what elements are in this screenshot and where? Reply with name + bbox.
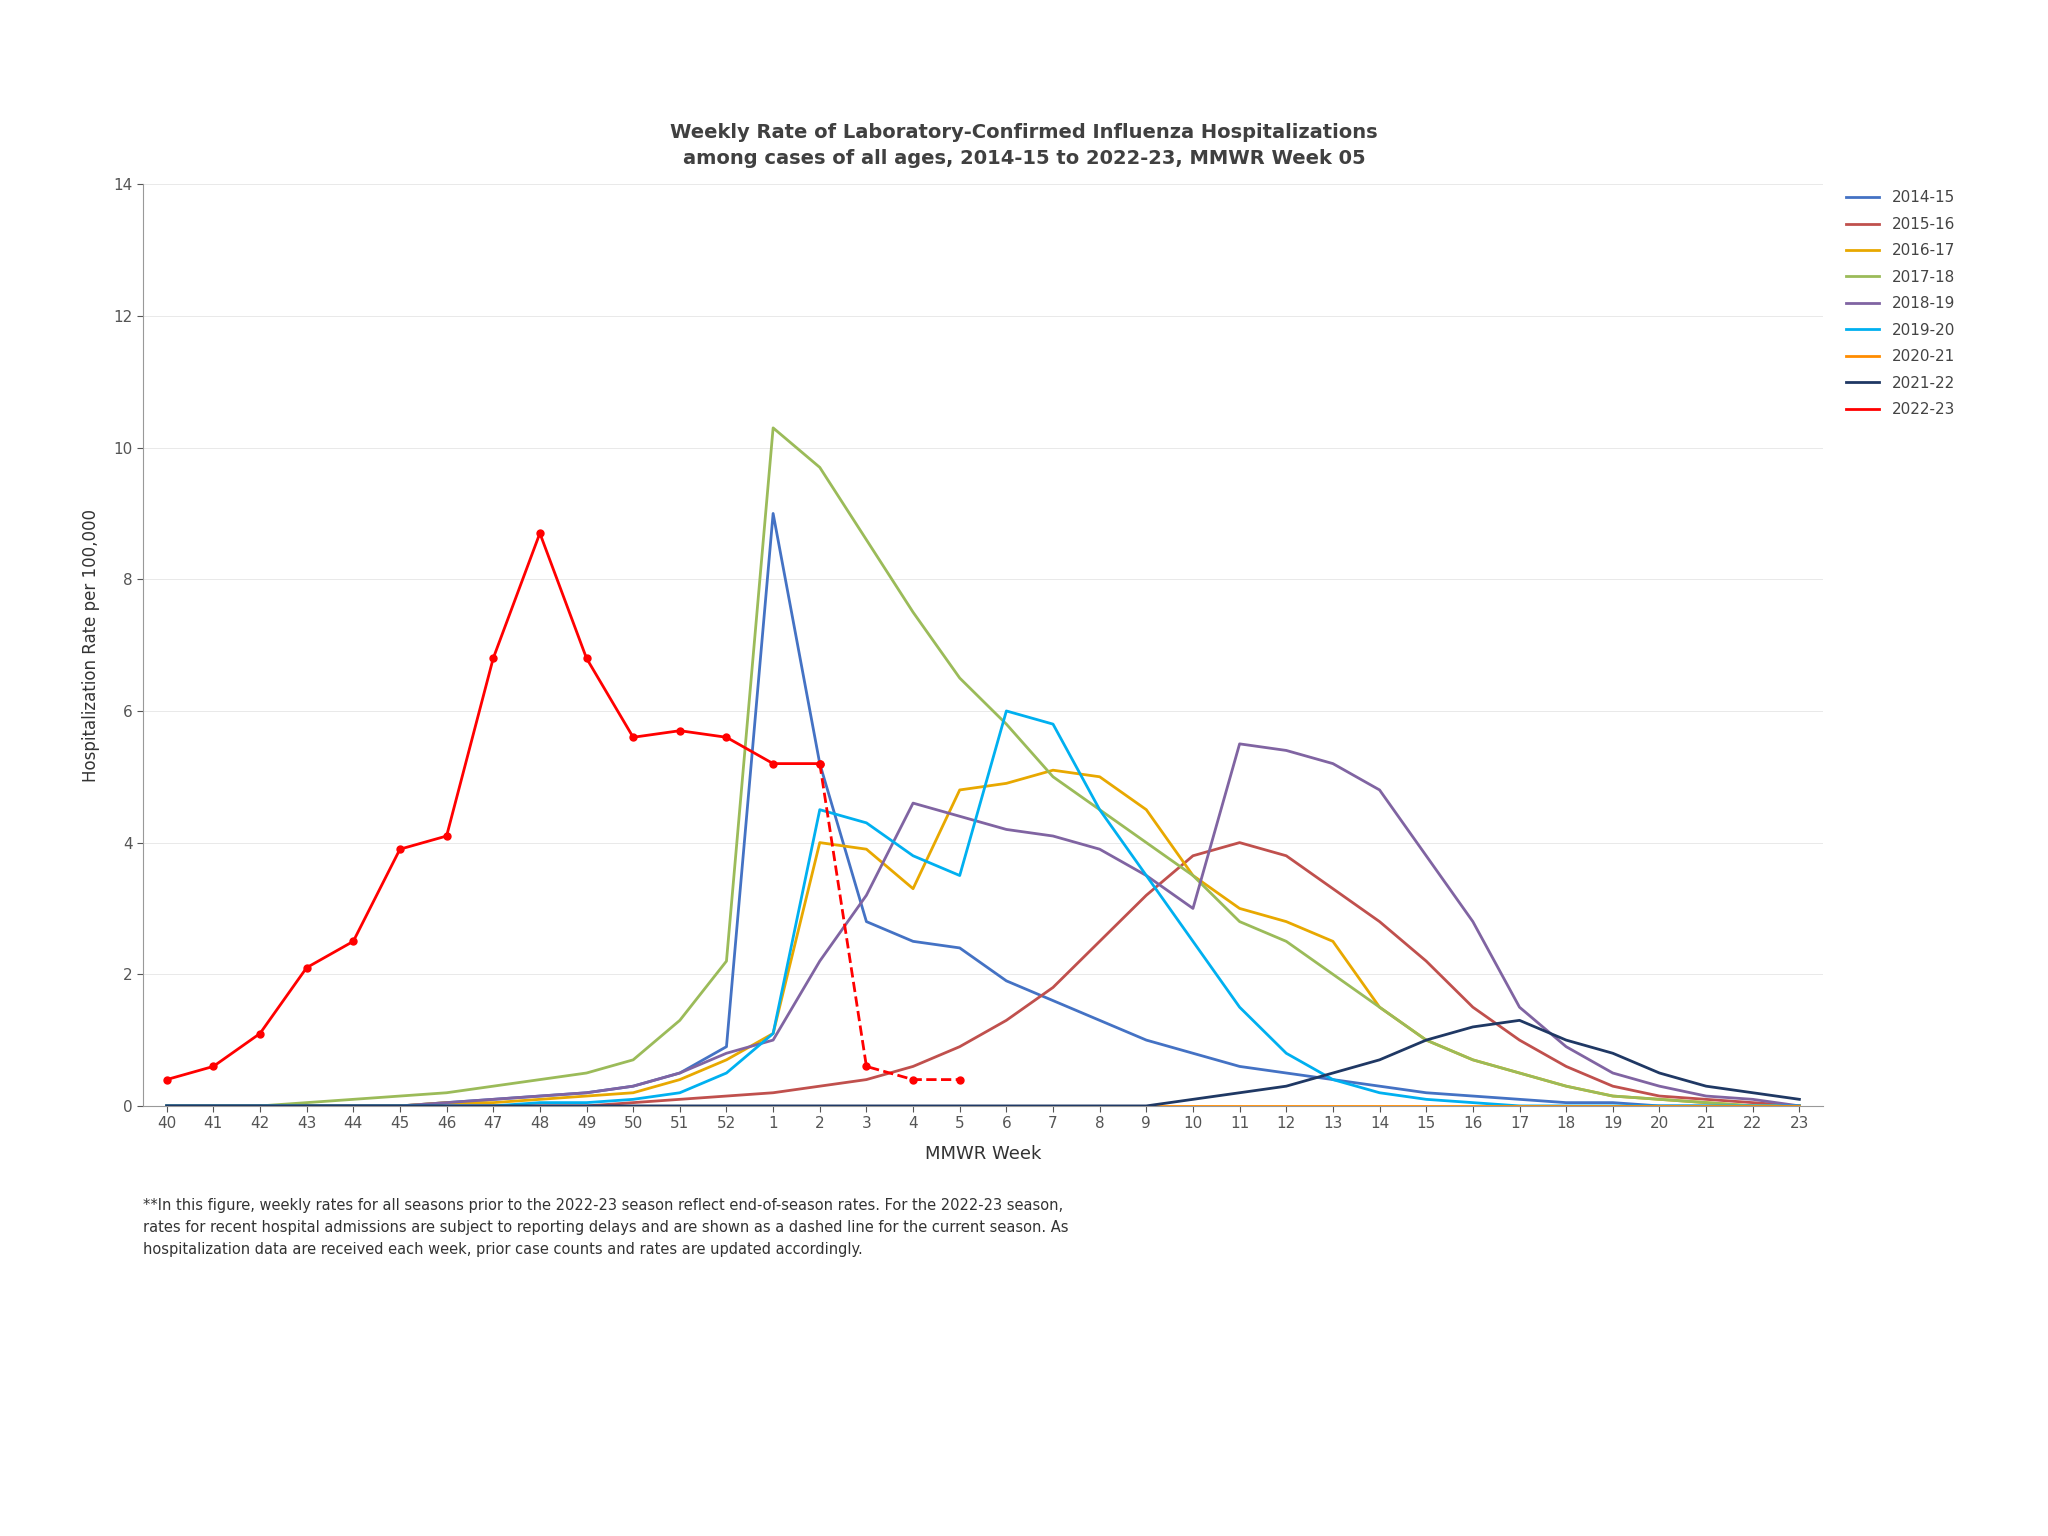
Legend: 2014-15, 2015-16, 2016-17, 2017-18, 2018-19, 2019-20, 2020-21, 2021-22, 2022-23: 2014-15, 2015-16, 2016-17, 2017-18, 2018… bbox=[1839, 184, 1960, 424]
X-axis label: MMWR Week: MMWR Week bbox=[926, 1146, 1040, 1163]
Text: Weekly Rate of Laboratory-Confirmed Influenza Hospitalizations
among cases of al: Weekly Rate of Laboratory-Confirmed Infl… bbox=[670, 123, 1378, 169]
Text: **In this figure, weekly rates for all seasons prior to the 2022-23 season refle: **In this figure, weekly rates for all s… bbox=[143, 1198, 1069, 1258]
Y-axis label: Hospitalization Rate per 100,000: Hospitalization Rate per 100,000 bbox=[82, 508, 100, 782]
